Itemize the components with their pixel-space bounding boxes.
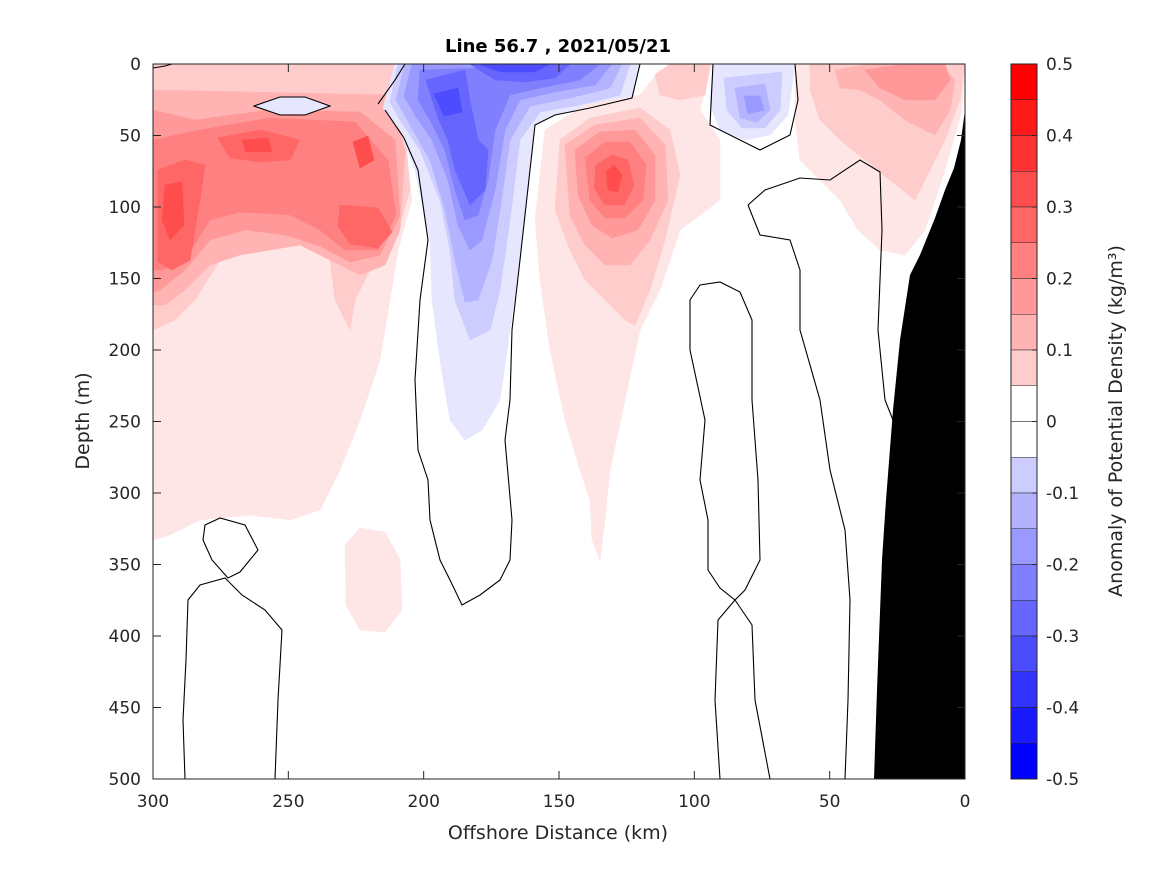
colorbar-swatch — [1010, 171, 1038, 208]
zero-contour-lines — [153, 64, 894, 779]
contour-region-9 — [161, 181, 185, 241]
y-tick-label: 250 — [109, 413, 141, 433]
colorbar-tick-label: -0.3 — [1046, 627, 1079, 647]
seafloor-topography — [874, 110, 965, 779]
colorbar-tick-label: 0.5 — [1046, 55, 1073, 75]
y-axis-ticks: 0 50 100 150 200 250 300 350 400 450 500 — [109, 55, 965, 790]
colorbar-swatch — [1010, 278, 1038, 315]
x-tick-label: 200 — [407, 792, 439, 812]
x-tick-label: 300 — [137, 792, 169, 812]
colorbar-swatch — [1010, 600, 1038, 637]
y-tick-label: 450 — [109, 699, 141, 719]
x-tick-label: 250 — [272, 792, 304, 812]
y-tick-label: 150 — [109, 270, 141, 290]
colorbar-swatch — [1010, 671, 1038, 708]
colorbar-swatch — [1010, 99, 1038, 136]
colorbar-swatch — [1010, 385, 1038, 422]
y-tick-label: 350 — [109, 556, 141, 576]
colorbar-swatch — [1010, 314, 1038, 351]
x-tick-label: 150 — [543, 792, 575, 812]
zero-contour-0 — [153, 64, 173, 69]
y-tick-label: 300 — [109, 484, 141, 504]
colorbar-swatch — [1010, 242, 1038, 279]
x-tick-label: 0 — [960, 792, 971, 812]
contour-region-21 — [477, 64, 551, 73]
contour-region-20 — [433, 87, 463, 117]
colorbar-swatches — [1010, 63, 1038, 780]
contour-region-28 — [605, 164, 623, 193]
zero-contour-7 — [182, 577, 283, 779]
y-tick-label: 0 — [130, 55, 141, 75]
zero-contour-2 — [377, 64, 406, 105]
contour-fills — [153, 64, 965, 633]
colorbar-swatch — [1010, 457, 1038, 494]
colorbar-swatch — [1010, 492, 1038, 529]
colorbar-tick-label: -0.2 — [1046, 556, 1079, 576]
contour-region-11 — [352, 135, 375, 169]
colorbar: 0.5 0.4 0.3 0.2 0.1 0 -0.1 -0.2 -0.3 -0.4 -0.5 — [1010, 55, 1079, 790]
x-tick-label: 100 — [678, 792, 710, 812]
y-tick-label: 400 — [109, 627, 141, 647]
zero-contour-10 — [714, 599, 736, 779]
y-tick-label: 500 — [109, 770, 141, 790]
colorbar-tick-label: 0 — [1046, 413, 1057, 433]
x-axis-label: Offshore Distance (km) — [448, 822, 668, 844]
colorbar-label: Anomaly of Potential Density (kg/m³) — [1105, 245, 1127, 597]
y-axis-label: Depth (m) — [72, 372, 94, 469]
colorbar-swatch — [1010, 349, 1038, 386]
zero-contour-5 — [747, 159, 894, 421]
plot-area: 300 250 200 150 100 50 0 050100150200250300350… — [109, 55, 971, 812]
zero-contour-8 — [202, 517, 259, 579]
y-tick-label: 100 — [109, 198, 141, 218]
contour-region-8 — [337, 204, 393, 249]
zero-contour-3 — [384, 64, 641, 606]
colorbar-tick-label: -0.1 — [1046, 484, 1079, 504]
contour-region-33 — [743, 95, 765, 115]
zero-contour-11 — [734, 599, 771, 779]
zero-contour-4 — [709, 64, 799, 151]
colorbar-tick-label: 0.3 — [1046, 198, 1073, 218]
contour-region-29 — [654, 64, 711, 101]
zero-contour-1 — [252, 96, 332, 116]
zero-contour-9 — [689, 281, 761, 601]
colorbar-swatch — [1010, 635, 1038, 672]
x-axis-ticks: 300 250 200 150 100 50 0 — [137, 64, 971, 812]
colorbar-swatch — [1010, 707, 1038, 744]
colorbar-tick-label: -0.5 — [1046, 770, 1079, 790]
contour-region-37 — [864, 64, 951, 101]
colorbar-tick-label: 0.4 — [1046, 127, 1073, 147]
colorbar-tick-label: -0.4 — [1046, 699, 1079, 719]
colorbar-swatch — [1010, 528, 1038, 565]
colorbar-tick-label: 0.2 — [1046, 270, 1073, 290]
colorbar-swatch — [1010, 564, 1038, 601]
colorbar-ticks: 0.5 0.4 0.3 0.2 0.1 0 -0.1 -0.2 -0.3 -0.4 -0.5 — [1032, 55, 1079, 790]
chart-title: Line 56.7 , 2021/05/21 — [445, 36, 671, 57]
colorbar-swatch — [1010, 135, 1038, 172]
colorbar-swatch — [1010, 63, 1038, 100]
y-tick-label: 50 — [119, 127, 141, 147]
x-tick-label: 50 — [819, 792, 841, 812]
contour-region-1 — [344, 527, 403, 633]
colorbar-swatch — [1010, 743, 1038, 780]
y-tick-label: 200 — [109, 341, 141, 361]
colorbar-tick-label: 0.1 — [1046, 341, 1073, 361]
zero-contour-6 — [747, 204, 851, 779]
colorbar-swatch — [1010, 206, 1038, 243]
colorbar-swatch — [1010, 421, 1038, 458]
contour-region-10 — [241, 137, 273, 153]
